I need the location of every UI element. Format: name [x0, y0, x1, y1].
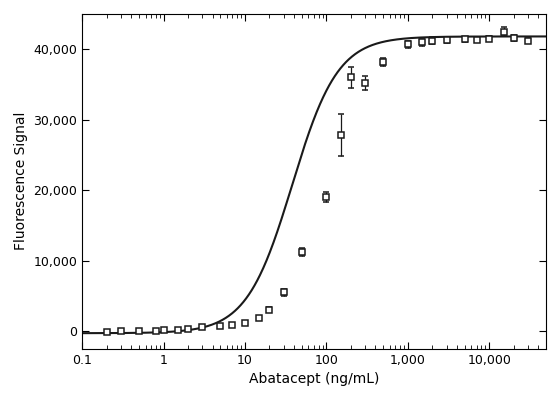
X-axis label: Abatacept (ng/mL): Abatacept (ng/mL): [249, 372, 379, 386]
Y-axis label: Fluorescence Signal: Fluorescence Signal: [14, 112, 28, 250]
